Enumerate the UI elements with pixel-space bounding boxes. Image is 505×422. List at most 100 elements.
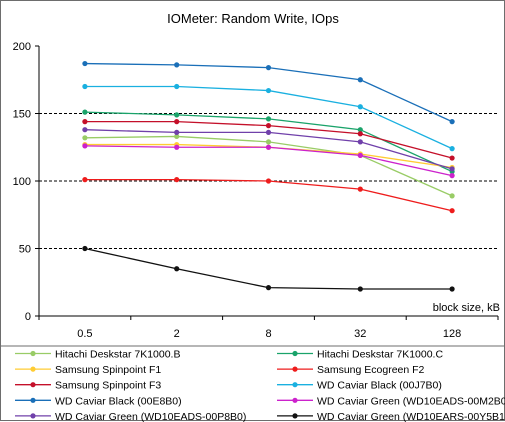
series-0 <box>82 133 455 199</box>
series-5 <box>82 83 455 152</box>
series-0-point-1 <box>174 133 180 140</box>
legend-label-0: Hitachi Deskstar 7K1000.B <box>55 349 180 361</box>
series-7-point-1 <box>174 144 180 150</box>
legend-item-4: Samsung Spinpoint F3 <box>15 380 161 392</box>
series-7-point-3 <box>357 152 363 158</box>
chart-title: IOMeter: Random Write, IOps <box>167 11 339 26</box>
series-8-point-0 <box>82 127 88 133</box>
legend-swatch-marker-3 <box>292 366 298 372</box>
series-9-point-4 <box>449 286 455 292</box>
series-7 <box>82 143 455 179</box>
series-8-point-1 <box>174 129 180 135</box>
legend-swatch-marker-8 <box>30 413 36 419</box>
y-tick-label-4: 200 <box>13 41 31 53</box>
y-tick-label-3: 150 <box>13 109 31 121</box>
legend-item-5: WD Caviar Black (00J7B0) <box>277 380 442 392</box>
series-9-point-1 <box>174 266 180 272</box>
series-3 <box>82 177 455 214</box>
series-6-point-3 <box>357 77 363 83</box>
y-tick-label-1: 50 <box>19 244 31 256</box>
series-6-point-4 <box>449 119 455 125</box>
series-3-point-1 <box>174 177 180 183</box>
legend-swatch-marker-4 <box>30 382 36 388</box>
y-tick-label-0: 0 <box>25 311 31 323</box>
series-9 <box>82 245 455 292</box>
series-1-point-1 <box>174 112 180 118</box>
series-0-point-0 <box>82 135 88 141</box>
x-tick-label-1: 2 <box>174 328 180 340</box>
legend-swatch-marker-9 <box>292 413 298 419</box>
series-4-point-1 <box>174 119 180 125</box>
series-9-point-3 <box>357 286 363 292</box>
legend: Hitachi Deskstar 7K1000.B Hitachi Desksta… <box>1 345 505 422</box>
series-6-point-2 <box>265 65 272 71</box>
legend-item-9: WD Caviar Green (WD10EARS-00Y5B1) <box>277 411 505 422</box>
legend-label-8: WD Caviar Green (WD10EADS-00P8B0) <box>55 411 246 422</box>
series-6 <box>82 60 455 125</box>
legend-item-0: Hitachi Deskstar 7K1000.B <box>15 349 180 361</box>
series-1-point-0 <box>82 109 88 115</box>
x-tick-label-3: 32 <box>354 328 366 340</box>
series-layer <box>82 60 455 292</box>
series-6-point-1 <box>174 62 180 68</box>
legend-swatch-marker-2 <box>30 366 36 372</box>
series-9-point-2 <box>265 285 272 291</box>
legend-item-6: WD Caviar Black (00E8B0) <box>15 395 182 407</box>
series-0-point-4 <box>449 193 455 199</box>
series-8-point-4 <box>449 166 455 172</box>
series-9-point-0 <box>82 245 88 252</box>
series-8-point-3 <box>357 139 363 145</box>
legend-item-1: Hitachi Deskstar 7K1000.C <box>277 349 443 361</box>
series-7-point-0 <box>82 143 88 149</box>
legend-swatch-marker-5 <box>292 382 298 388</box>
series-4-point-4 <box>449 155 455 161</box>
series-5-point-0 <box>82 83 88 90</box>
legend-swatch-marker-1 <box>292 350 298 357</box>
legend-swatch-marker-7 <box>292 397 298 403</box>
series-8-point-2 <box>265 129 272 135</box>
legend-item-3: Samsung Ecogreen F2 <box>277 364 425 376</box>
series-4-point-2 <box>265 123 272 129</box>
series-7-point-2 <box>265 144 272 150</box>
series-3-point-2 <box>265 178 272 184</box>
series-5-point-2 <box>265 87 272 94</box>
series-8 <box>82 127 455 172</box>
axes-layer: 0 50 100 150 200 0.5 2 8 32 128 <box>13 41 499 340</box>
series-0-point-2 <box>265 139 272 145</box>
series-5-point-1 <box>174 83 180 90</box>
y-tick-label-2: 100 <box>13 176 31 188</box>
legend-item-7: WD Caviar Green (WD10EADS-00M2B0) <box>277 395 505 407</box>
series-6-point-0 <box>82 60 88 67</box>
legend-label-7: WD Caviar Green (WD10EADS-00M2B0) <box>317 395 505 407</box>
x-tick-label-0: 0.5 <box>77 328 92 340</box>
legend-swatch-marker-6 <box>30 397 36 403</box>
legend-label-6: WD Caviar Black (00E8B0) <box>55 395 182 407</box>
legend-label-9: WD Caviar Green (WD10EARS-00Y5B1) <box>317 411 505 422</box>
x-tick-label-4: 128 <box>443 328 461 340</box>
legend-label-3: Samsung Ecogreen F2 <box>317 364 425 376</box>
series-5-point-4 <box>449 146 455 152</box>
legend-item-2: Samsung Spinpoint F1 <box>15 364 161 376</box>
series-line-9 <box>84 247 453 290</box>
x-tick-label-2: 8 <box>265 328 271 340</box>
series-5-point-3 <box>357 104 363 110</box>
series-4-point-0 <box>82 119 88 125</box>
series-3-point-3 <box>357 186 363 192</box>
series-1-point-3 <box>357 127 363 133</box>
series-line-3 <box>84 178 453 212</box>
legend-swatch-marker-0 <box>30 350 36 357</box>
series-3-point-0 <box>82 177 88 183</box>
legend-label-4: Samsung Spinpoint F3 <box>55 380 161 392</box>
x-axis-note: block size, kB <box>433 302 500 314</box>
legend-label-2: Samsung Spinpoint F1 <box>55 364 161 376</box>
legend-label-5: WD Caviar Black (00J7B0) <box>317 380 442 392</box>
series-4-point-3 <box>357 131 363 137</box>
legend-label-1: Hitachi Deskstar 7K1000.C <box>317 349 443 361</box>
series-3-point-4 <box>449 208 455 214</box>
series-7-point-4 <box>449 173 455 179</box>
series-4 <box>82 119 455 161</box>
series-1-point-2 <box>265 116 272 122</box>
legend-item-8: WD Caviar Green (WD10EADS-00P8B0) <box>15 411 246 422</box>
